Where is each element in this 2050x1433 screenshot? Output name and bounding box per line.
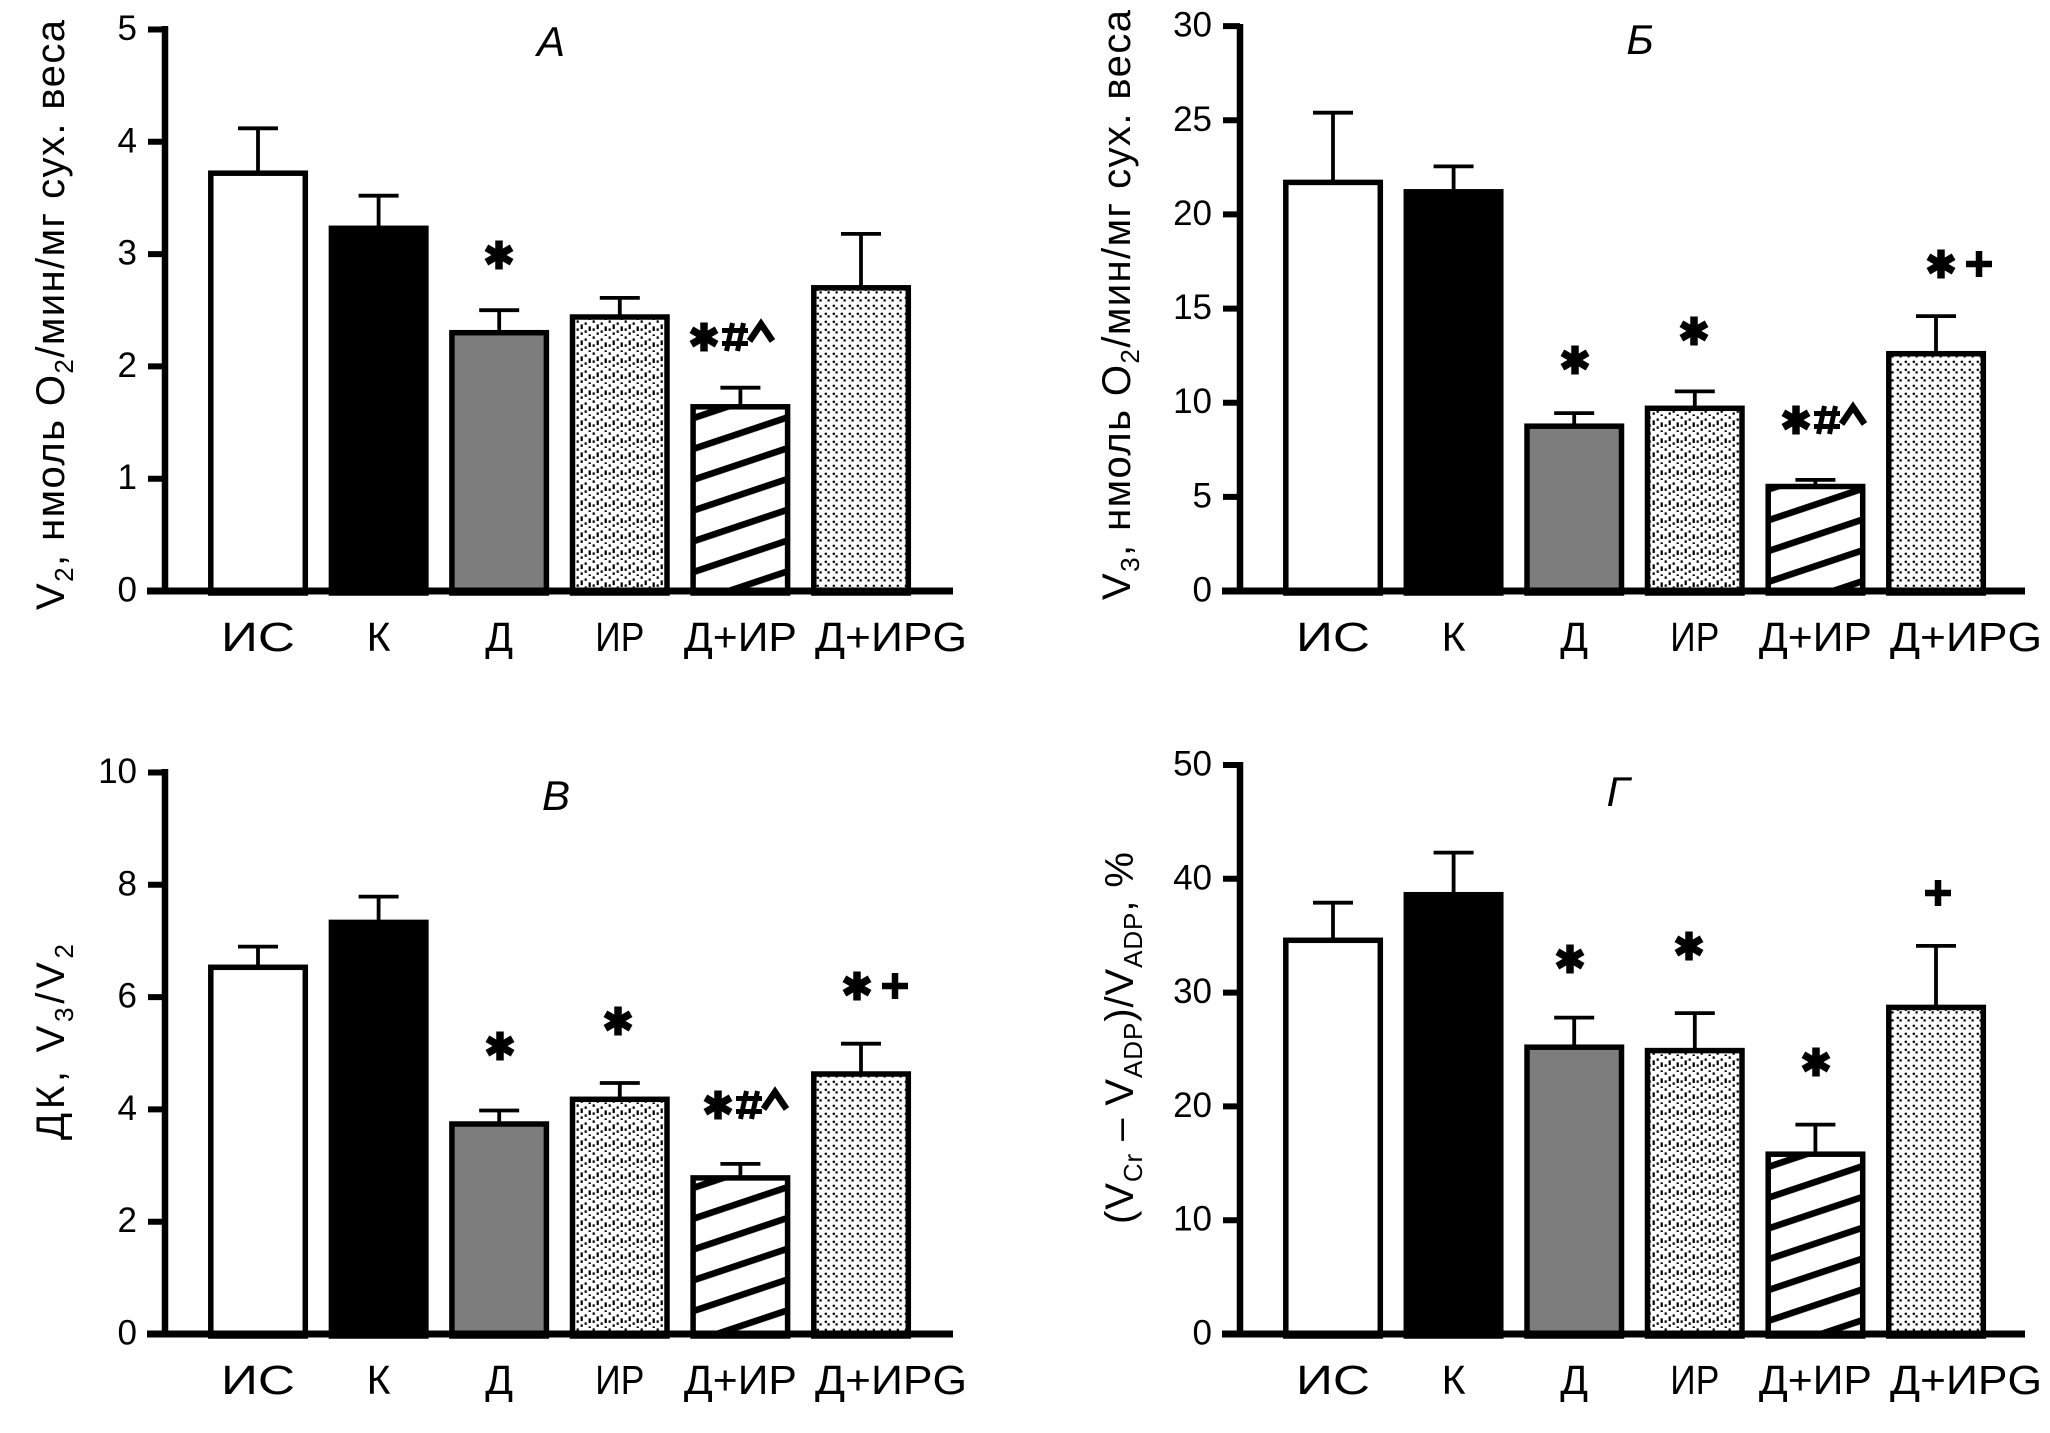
svg-text:Д+ИР: Д+ИР bbox=[1759, 1357, 1872, 1403]
svg-text:10: 10 bbox=[1173, 1200, 1212, 1239]
svg-text:Д: Д bbox=[1560, 1357, 1588, 1403]
svg-text:4: 4 bbox=[118, 1089, 137, 1128]
svg-text:ИР: ИР bbox=[595, 1357, 644, 1403]
svg-text:2: 2 bbox=[118, 346, 137, 385]
svg-text:К: К bbox=[367, 614, 391, 660]
svg-text:10: 10 bbox=[1173, 382, 1212, 421]
svg-text:V2, нмоль О2/мин/мг сух. веса: V2, нмоль О2/мин/мг сух. веса bbox=[29, 19, 79, 610]
svg-text:5: 5 bbox=[118, 9, 137, 48]
svg-text:V3, нмоль О2/мин/мг сух. веса: V3, нмоль О2/мин/мг сух. веса bbox=[1095, 9, 1145, 600]
svg-text:5: 5 bbox=[1193, 476, 1212, 515]
svg-text:ИС: ИС bbox=[1296, 1357, 1370, 1403]
svg-text:8: 8 bbox=[118, 864, 137, 903]
svg-text:Д+ИРG: Д+ИРG bbox=[815, 1357, 967, 1403]
svg-text:40: 40 bbox=[1173, 858, 1212, 897]
svg-text:4: 4 bbox=[118, 121, 137, 160]
svg-text:Д: Д bbox=[485, 1357, 513, 1403]
svg-text:1: 1 bbox=[118, 458, 137, 497]
svg-text:Д+ИРG: Д+ИРG bbox=[815, 614, 967, 660]
svg-text:20: 20 bbox=[1173, 1086, 1212, 1125]
svg-text:Д+ИР: Д+ИР bbox=[684, 1357, 797, 1403]
svg-text:ИР: ИР bbox=[1670, 1357, 1719, 1403]
svg-text:20: 20 bbox=[1173, 194, 1212, 233]
svg-text:Д: Д bbox=[485, 614, 513, 660]
svg-text:30: 30 bbox=[1173, 972, 1212, 1011]
svg-text:0: 0 bbox=[1193, 1314, 1212, 1353]
svg-text:Д: Д bbox=[1560, 614, 1588, 660]
svg-text:К: К bbox=[1442, 614, 1466, 660]
svg-text:0: 0 bbox=[118, 1314, 137, 1353]
svg-text:0: 0 bbox=[118, 571, 137, 610]
svg-text:30: 30 bbox=[1173, 6, 1212, 45]
svg-text:А: А bbox=[534, 18, 565, 65]
svg-text:ИР: ИР bbox=[595, 614, 644, 660]
svg-text:10: 10 bbox=[98, 752, 137, 791]
svg-text:50: 50 bbox=[1173, 745, 1212, 784]
svg-text:Д+ИР: Д+ИР bbox=[684, 614, 797, 660]
svg-text:6: 6 bbox=[118, 977, 137, 1016]
svg-text:К: К bbox=[1442, 1357, 1466, 1403]
svg-text:3: 3 bbox=[118, 234, 137, 273]
svg-text:В: В bbox=[542, 772, 570, 819]
svg-text:Д+ИРG: Д+ИРG bbox=[1890, 614, 2042, 660]
svg-text:ИС: ИС bbox=[1296, 614, 1370, 660]
svg-text:ИС: ИС bbox=[221, 1357, 295, 1403]
svg-text:Г: Г bbox=[1607, 768, 1633, 815]
svg-text:ИР: ИР bbox=[1670, 614, 1719, 660]
svg-text:Д+ИРG: Д+ИРG bbox=[1890, 1357, 2042, 1403]
svg-text:Д+ИР: Д+ИР bbox=[1759, 614, 1872, 660]
svg-text:2: 2 bbox=[118, 1201, 137, 1240]
svg-text:15: 15 bbox=[1173, 288, 1212, 327]
svg-text:25: 25 bbox=[1173, 100, 1212, 139]
svg-text:0: 0 bbox=[1193, 571, 1212, 610]
svg-text:Б: Б bbox=[1626, 16, 1653, 63]
svg-text:К: К bbox=[367, 1357, 391, 1403]
svg-text:ИС: ИС bbox=[221, 614, 295, 660]
svg-text:ДК, V3/V2: ДК, V3/V2 bbox=[29, 944, 79, 1140]
